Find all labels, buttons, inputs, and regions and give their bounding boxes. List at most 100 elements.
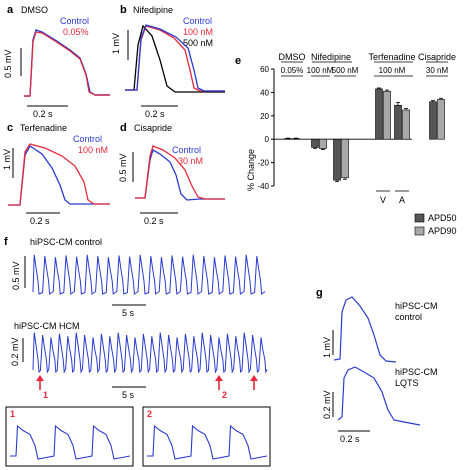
panel-b-legend-100: 100 nM <box>183 27 213 37</box>
panel-e-bar-apd50-0 <box>284 138 292 140</box>
panel-d-legend-control: Control <box>172 145 201 155</box>
panel-g-top-label-1: hiPSC-CM <box>395 301 438 311</box>
panel-e-bar-apd90-5 <box>437 99 445 140</box>
panel-e-ytick-label: 40 <box>260 88 269 97</box>
panel-e-bar-apd90-1 <box>319 138 327 149</box>
panel-e-bar-apd90-0 <box>292 138 300 140</box>
panel-e-ytick-label: 20 <box>260 112 269 121</box>
panel-f-arrow-1: 1 <box>36 375 48 400</box>
panel-a-scale-v-label: 0.5 mV <box>3 49 13 78</box>
panel-e-conc-label: 100 nM <box>307 66 334 75</box>
panel-c-legend-control: Control <box>73 134 102 144</box>
panel-e-bar-apd90-3 <box>383 90 391 140</box>
panel-g-bottom-label-2: LQTS <box>395 378 419 388</box>
panel-e-bars <box>284 87 445 182</box>
panel-a-letter: a <box>7 4 14 16</box>
panel-d-legend-drug: 30 nM <box>178 156 203 166</box>
panel-e-legend: APD50 APD90 <box>414 213 457 236</box>
panel-g-trace-control <box>333 296 397 363</box>
panel-e-bar-apd50-5 <box>429 101 437 140</box>
panel-f-inset-2: 2 <box>142 406 271 467</box>
panel-a: a DMSO Control 0.05% 0.5 mV 0.2 s <box>3 4 110 119</box>
panel-a-trace-drug <box>24 31 110 97</box>
panel-e-bar-apd50-2 <box>333 138 341 181</box>
panel-f-control-label: hiPSC-CM control <box>30 237 102 247</box>
legend-swatch-apd90 <box>414 226 425 236</box>
panel-g: g 1 mV hiPSC-CM control 0.2 mV hiPSC-CM … <box>316 287 438 444</box>
panel-e-bar-apd50-1 <box>311 138 319 148</box>
panel-e-conc-label: 0.05% <box>281 66 304 75</box>
panel-b-title: Nifedipine <box>133 5 173 15</box>
panel-c-scale-t-label: 0.2 s <box>30 216 50 226</box>
panel-f-inset-1: 1 <box>5 406 134 467</box>
panel-e-bar-apd90-2 <box>341 138 349 179</box>
panel-e-bar-apd50-4 <box>394 104 402 140</box>
panel-d-letter: d <box>120 122 127 134</box>
panel-e-letter: e <box>235 55 241 67</box>
panel-a-title: DMSO <box>21 5 48 15</box>
panel-f-scale-t2-label: 5 s <box>122 390 135 400</box>
panel-e-conc-label: 100 nM <box>379 66 406 75</box>
panel-g-scale-v1-label: 1 mV <box>322 337 332 358</box>
panel-d-title: Cisapride <box>134 123 172 133</box>
panel-b-letter: b <box>120 4 127 16</box>
panel-d-scale-v-label: 0.5 mV <box>118 153 128 182</box>
panel-f-inset-1-trace <box>10 424 131 460</box>
panel-f-arrow-1-label: 1 <box>43 390 48 400</box>
panel-f-inset-2-label: 2 <box>147 409 152 419</box>
panel-e-ylabel: % Change <box>246 149 256 191</box>
panel-f-scale-t1-label: 5 s <box>122 308 135 318</box>
panel-a-legend-drug: 0.05% <box>63 27 89 37</box>
panel-e-ytick-label: -40 <box>257 182 269 191</box>
panel-f-scale-v2-label: 0.2 mV <box>10 337 20 366</box>
panel-c-title: Terfenadine <box>20 123 67 133</box>
panel-e-conc-label: 500 nM <box>332 66 359 75</box>
panel-e-ytick-label: 0 <box>265 135 270 144</box>
panel-a-trace-control <box>24 29 110 97</box>
panel-e-sublabel: V <box>380 195 386 205</box>
panel-f-trace-hcm <box>32 332 268 374</box>
legend-label-apd50: APD50 <box>428 213 457 223</box>
panel-c-legend-drug: 100 nM <box>78 145 108 155</box>
panel-d-trace-drug <box>135 145 225 200</box>
panel-a-legend-control: Control <box>60 16 89 26</box>
legend-label-apd90: APD90 <box>428 226 457 236</box>
panel-e-group-drug: Nifedipine <box>311 52 351 62</box>
panel-f-arrow-3 <box>250 375 258 390</box>
panel-e-bar-apd90-4 <box>402 109 410 140</box>
panel-e-chart: e % Change -40 -20 0 20 40 60 DMSO Nifedipine T… <box>235 52 457 236</box>
panel-d-scale-t-label: 0.2 s <box>144 216 164 226</box>
panel-e-sublabel: A <box>399 195 405 205</box>
panel-g-bottom-label-1: hiPSC-CM <box>395 367 438 377</box>
panel-f-scale-v1-label: 0.5 mV <box>11 261 21 290</box>
panel-f-arrow-2-label: 2 <box>222 390 227 400</box>
panel-f-arrow-2: 2 <box>215 375 227 400</box>
panel-b-scale-v-label: 1 mV <box>111 33 121 54</box>
panel-b-scale-t-label: 0.2 s <box>145 109 165 119</box>
panel-e-bar-apd50-3 <box>375 88 383 140</box>
panel-c: c Terfenadine Control 100 nM 1 mV 0.2 s <box>2 122 110 226</box>
panel-f: f hiPSC-CM control 0.5 mV 5 s hiPSC-CM H… <box>4 236 271 467</box>
panel-b-legend-control: Control <box>183 16 212 26</box>
panel-b: b Nifedipine Control 100 nM 500 nM 1 mV … <box>111 4 225 119</box>
panel-d: d Cisapride Control 30 nM 0.5 mV 0.2 s <box>118 122 225 226</box>
panel-e-ytick-label: -20 <box>257 159 269 168</box>
panel-b-trace-500 <box>125 24 225 93</box>
panel-e-group-drug: Cisapride <box>418 52 456 62</box>
panel-e-conc-label: 30 nM <box>426 66 449 75</box>
panel-a-scale-t-label: 0.2 s <box>33 109 53 119</box>
panel-b-legend-500: 500 nM <box>183 38 213 48</box>
panel-b-trace-control <box>125 24 225 92</box>
panel-f-inset-2-trace <box>147 424 268 460</box>
panel-f-inset-1-label: 1 <box>10 409 15 419</box>
panel-g-scale-v2-label: 0.2 mV <box>322 390 332 419</box>
panel-g-trace-lqts <box>337 366 421 426</box>
panel-g-letter: g <box>316 287 323 299</box>
panel-e-group-drug: DMSO <box>279 52 306 62</box>
panel-e-group-drug: Terfenadine <box>368 52 415 62</box>
panel-c-trace-drug <box>8 143 110 206</box>
legend-swatch-apd50 <box>414 213 425 223</box>
panel-g-scale-t-label: 0.2 s <box>340 434 360 444</box>
